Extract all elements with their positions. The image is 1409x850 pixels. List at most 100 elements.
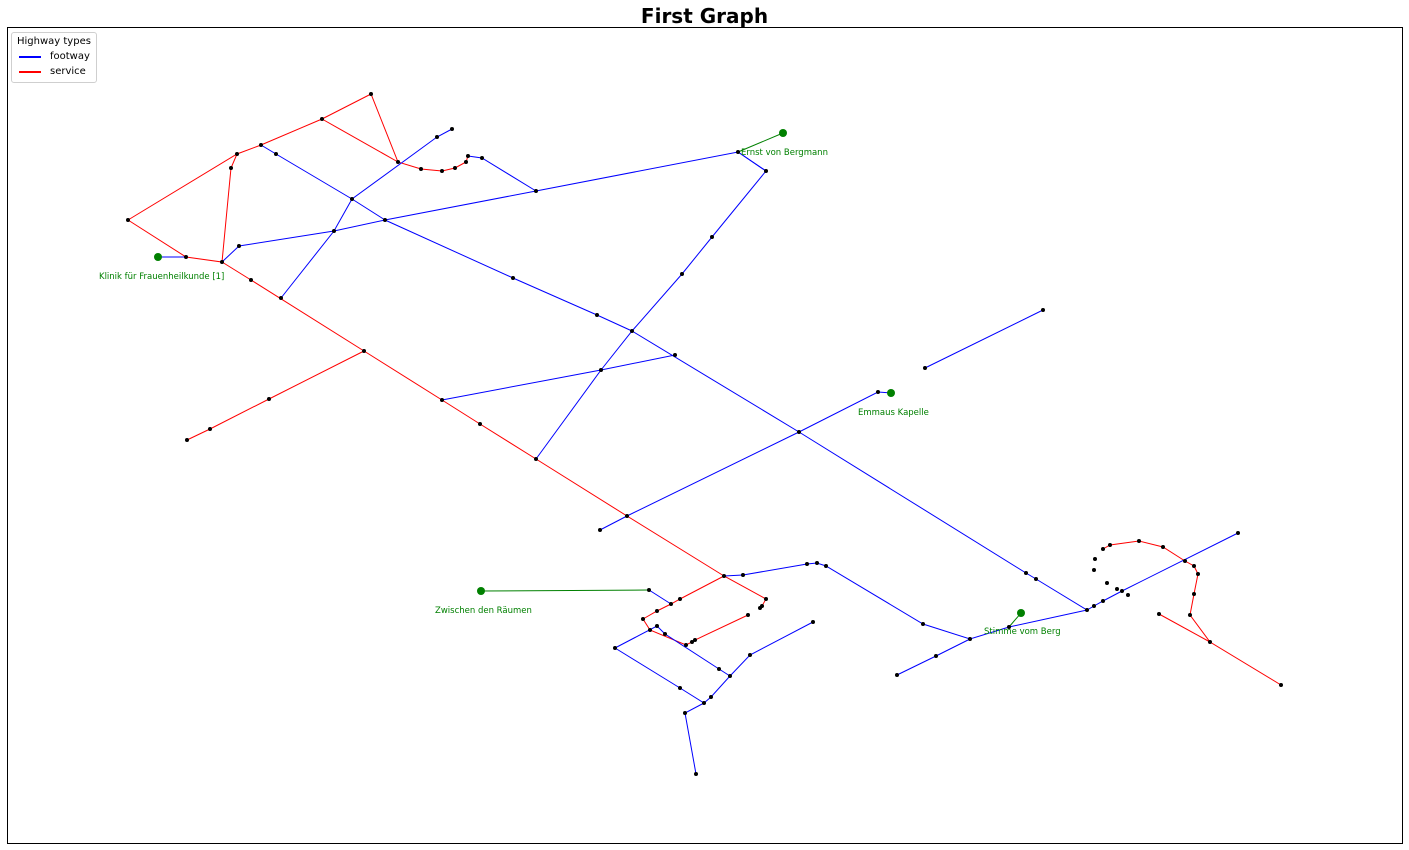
service-edge-7 bbox=[1158, 613, 1211, 643]
graph-node-8 bbox=[453, 166, 457, 170]
graph-node-61 bbox=[595, 313, 599, 317]
graph-node-81 bbox=[815, 561, 819, 565]
graph-node-16 bbox=[440, 398, 444, 402]
graph-node-46 bbox=[1279, 683, 1283, 687]
graph-node-64 bbox=[1034, 577, 1038, 581]
graph-node-0 bbox=[126, 218, 130, 222]
graph-node-54 bbox=[710, 235, 714, 239]
legend-label-footway: footway bbox=[50, 51, 90, 62]
service-edge-2 bbox=[127, 153, 238, 263]
graph-node-76 bbox=[876, 390, 880, 394]
graph-node-42 bbox=[1196, 572, 1200, 576]
graph-node-32 bbox=[684, 643, 688, 647]
poi-label-3: Zwischen den Räumen bbox=[435, 606, 532, 616]
graph-node-70 bbox=[279, 296, 283, 300]
graph-node-86 bbox=[895, 673, 899, 677]
graph-node-1 bbox=[235, 152, 239, 156]
graph-node-23 bbox=[758, 606, 762, 610]
poi-marker-4 bbox=[1017, 609, 1025, 617]
graph-node-40 bbox=[1183, 559, 1187, 563]
footway-edge-16 bbox=[924, 309, 1044, 369]
labels-layer: Ernst von Bergmann Klinik für Frauenheilk… bbox=[99, 129, 1061, 637]
graph-node-17 bbox=[478, 422, 482, 426]
graph-node-82 bbox=[824, 564, 828, 568]
service-edge-1 bbox=[321, 118, 399, 163]
graph-node-52 bbox=[736, 150, 740, 154]
graph-node-60 bbox=[511, 276, 515, 280]
graph-node-105 bbox=[1126, 593, 1130, 597]
poi-label-2: Emmaus Kapelle bbox=[858, 408, 929, 418]
graph-node-72 bbox=[450, 127, 454, 131]
graph-node-47 bbox=[1157, 612, 1161, 616]
poi-marker-0 bbox=[779, 129, 787, 137]
graph-node-91 bbox=[663, 632, 667, 636]
edges-layer bbox=[127, 93, 1282, 775]
graph-node-53 bbox=[764, 169, 768, 173]
graph-node-10 bbox=[466, 154, 470, 158]
poi-label-4: Stimme vom Berg bbox=[984, 627, 1061, 637]
legend-item-service: service bbox=[17, 64, 91, 79]
graph-node-18 bbox=[534, 457, 538, 461]
graph-node-14 bbox=[249, 278, 253, 282]
graph-node-55 bbox=[680, 272, 684, 276]
graph-node-5 bbox=[396, 160, 400, 164]
graph-node-37 bbox=[1108, 543, 1112, 547]
plot-frame bbox=[7, 27, 1403, 844]
nodes-layer bbox=[126, 92, 1283, 776]
graph-node-71 bbox=[435, 135, 439, 139]
graph-node-29 bbox=[655, 609, 659, 613]
graph-node-58 bbox=[274, 152, 278, 156]
graph-node-66 bbox=[1092, 604, 1096, 608]
poi-connector-24 bbox=[480, 589, 650, 592]
graph-node-44 bbox=[1188, 613, 1192, 617]
graph-node-63 bbox=[1024, 571, 1028, 575]
graph-node-100 bbox=[694, 772, 698, 776]
poi-marker-3 bbox=[477, 587, 485, 595]
graph-node-62 bbox=[797, 430, 801, 434]
graph-node-87 bbox=[934, 654, 938, 658]
graph-node-12 bbox=[220, 260, 224, 264]
service-edge-4 bbox=[186, 350, 365, 441]
graph-node-26 bbox=[185, 438, 189, 442]
graph-node-50 bbox=[383, 218, 387, 222]
graph-node-84 bbox=[968, 637, 972, 641]
graph-node-36 bbox=[1101, 547, 1105, 551]
graph-node-95 bbox=[702, 701, 706, 705]
graph-node-49 bbox=[332, 229, 336, 233]
footway-edge-11 bbox=[280, 128, 453, 299]
graph-node-41 bbox=[1192, 564, 1196, 568]
graph-node-3 bbox=[320, 117, 324, 121]
graph-node-65 bbox=[1085, 608, 1089, 612]
graph-node-88 bbox=[647, 588, 651, 592]
graph-node-11 bbox=[184, 255, 188, 259]
service-edge-6 bbox=[1102, 540, 1282, 686]
legend-item-footway: footway bbox=[17, 49, 91, 64]
footway-edge-9 bbox=[221, 151, 767, 460]
graph-node-90 bbox=[655, 624, 659, 628]
graph-node-7 bbox=[440, 169, 444, 173]
poi-connector-23 bbox=[737, 132, 784, 153]
poi-label-1: Klinik für Frauenheilkunde [1] bbox=[99, 272, 224, 282]
footway-edge-18 bbox=[896, 638, 971, 676]
poi-marker-2 bbox=[887, 389, 895, 397]
graph-node-24 bbox=[267, 397, 271, 401]
graph-node-75 bbox=[598, 528, 602, 532]
graph-node-39 bbox=[1161, 545, 1165, 549]
graph-node-80 bbox=[805, 562, 809, 566]
footway-edge-21 bbox=[614, 621, 814, 704]
graph-node-73 bbox=[673, 353, 677, 357]
graph-node-28 bbox=[669, 602, 673, 606]
graph-node-48 bbox=[237, 244, 241, 248]
graph-node-4 bbox=[369, 92, 373, 96]
graph-node-33 bbox=[690, 640, 694, 644]
graph-node-103 bbox=[1105, 581, 1109, 585]
graph-node-45 bbox=[1208, 640, 1212, 644]
legend-label-service: service bbox=[50, 66, 86, 77]
graph-node-21 bbox=[764, 597, 768, 601]
graph-node-2 bbox=[259, 143, 263, 147]
graph-node-15 bbox=[362, 349, 366, 353]
graph-node-6 bbox=[419, 167, 423, 171]
graph-node-69 bbox=[1236, 531, 1240, 535]
graph-node-83 bbox=[921, 622, 925, 626]
